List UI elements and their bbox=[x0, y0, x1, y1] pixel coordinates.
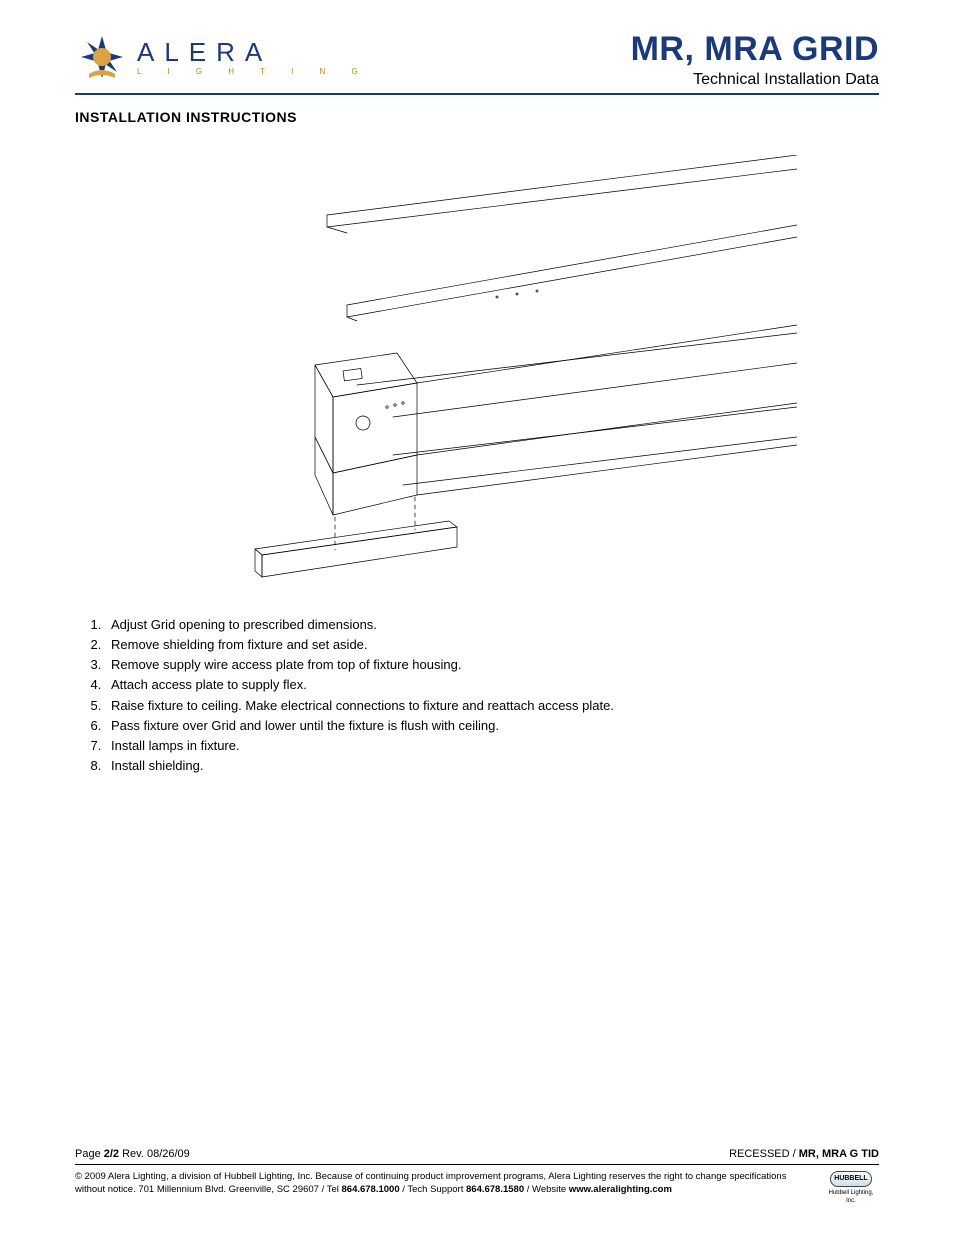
page-number: 2/2 bbox=[104, 1148, 119, 1160]
brand-logo: ALERA L I G H T I N G bbox=[75, 30, 370, 84]
list-item: Adjust Grid opening to prescribed dimens… bbox=[105, 615, 879, 635]
page-label-prefix: Page bbox=[75, 1148, 104, 1160]
footer-legal: © 2009 Alera Lighting, a division of Hub… bbox=[75, 1171, 803, 1197]
rev-date: 08/26/09 bbox=[147, 1148, 190, 1160]
tel-number: 864.678.1000 bbox=[342, 1184, 400, 1195]
diagram-container bbox=[75, 155, 879, 585]
instruction-list: Adjust Grid opening to prescribed dimens… bbox=[105, 615, 879, 776]
title-block: MR, MRA GRID Technical Installation Data bbox=[631, 30, 879, 89]
doc-subtitle: Technical Installation Data bbox=[631, 71, 879, 89]
hubbell-sub: Hubbell Lighting, Inc. bbox=[823, 1189, 879, 1205]
section-heading: INSTALLATION INSTRUCTIONS bbox=[75, 109, 879, 125]
list-item: Remove shielding from fixture and set as… bbox=[105, 635, 879, 655]
footer-category: RECESSED / bbox=[729, 1148, 799, 1160]
footer-top-row: Page 2/2 Rev. 08/26/09 RECESSED / MR, MR… bbox=[75, 1148, 879, 1165]
fixture-diagram-icon bbox=[157, 155, 797, 585]
list-item: Install shielding. bbox=[105, 756, 879, 776]
list-item: Raise fixture to ceiling. Make electrica… bbox=[105, 696, 879, 716]
brand-text-block: ALERA L I G H T I N G bbox=[137, 39, 370, 76]
brand-name: ALERA bbox=[137, 39, 370, 65]
website: www.aleralighting.com bbox=[569, 1184, 672, 1195]
page-header: ALERA L I G H T I N G MR, MRA GRID Techn… bbox=[75, 30, 879, 95]
copyright-mid2: / Website bbox=[524, 1184, 569, 1195]
doc-title: MR, MRA GRID bbox=[631, 30, 879, 69]
list-item: Attach access plate to supply flex. bbox=[105, 675, 879, 695]
hubbell-logo: HUBBELL Hubbell Lighting, Inc. bbox=[823, 1171, 879, 1205]
copyright-mid: / Tech Support bbox=[400, 1184, 466, 1195]
rev-label: Rev. bbox=[119, 1148, 147, 1160]
brand-tagline: L I G H T I N G bbox=[137, 67, 370, 76]
list-item: Install lamps in fixture. bbox=[105, 736, 879, 756]
list-item: Remove supply wire access plate from top… bbox=[105, 655, 879, 675]
logo-burst-icon bbox=[75, 30, 129, 84]
footer-code: MR, MRA G TID bbox=[799, 1148, 879, 1160]
footer-right: RECESSED / MR, MRA G TID bbox=[729, 1148, 879, 1160]
list-item: Pass fixture over Grid and lower until t… bbox=[105, 716, 879, 736]
hubbell-badge-icon: HUBBELL bbox=[830, 1171, 871, 1186]
tech-number: 864.678.1580 bbox=[466, 1184, 524, 1195]
footer-page-info: Page 2/2 Rev. 08/26/09 bbox=[75, 1148, 190, 1160]
footer-bottom-row: © 2009 Alera Lighting, a division of Hub… bbox=[75, 1171, 879, 1205]
page-footer: Page 2/2 Rev. 08/26/09 RECESSED / MR, MR… bbox=[75, 1148, 879, 1205]
